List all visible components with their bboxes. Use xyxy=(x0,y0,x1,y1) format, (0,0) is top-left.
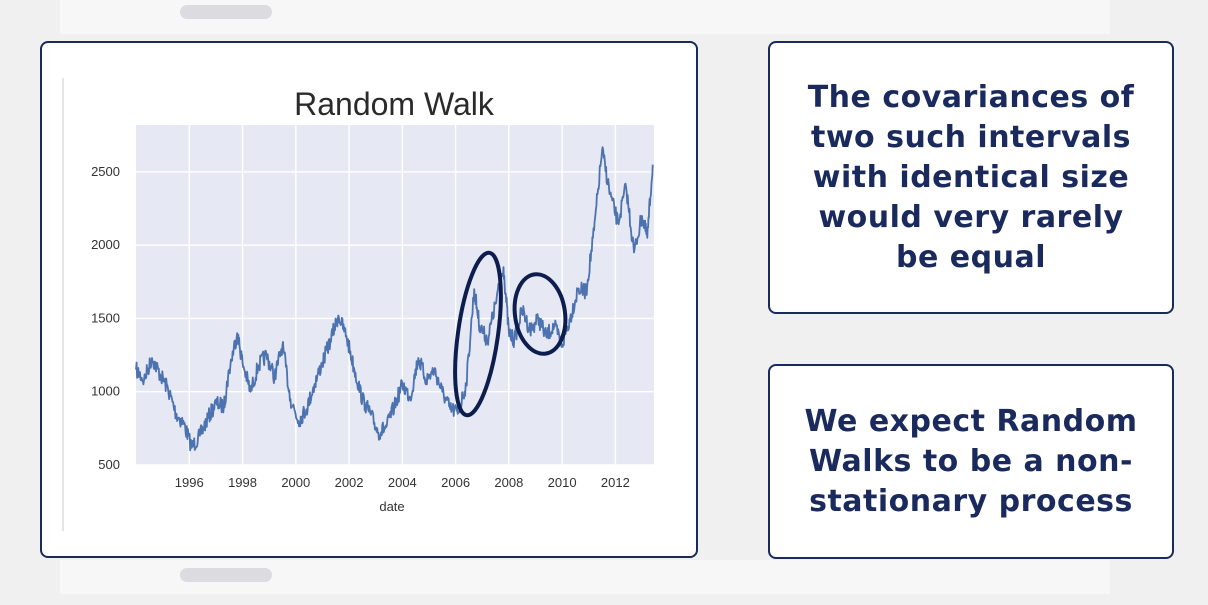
x-tick-label: 2012 xyxy=(601,475,630,490)
highlight-ellipse-2006-2007 xyxy=(453,250,503,418)
x-tick-label: 2010 xyxy=(548,475,577,490)
x-tick-label: 2008 xyxy=(494,475,523,490)
y-tick-label: 2500 xyxy=(91,164,120,179)
covariance-note-card: The covariances of two such intervals wi… xyxy=(768,41,1174,314)
x-tick-label: 2004 xyxy=(388,475,417,490)
y-tick-label: 1500 xyxy=(91,310,120,325)
highlight-ellipse-2008-2010 xyxy=(512,272,568,356)
covariance-note-text: The covariances of two such intervals wi… xyxy=(807,79,1135,275)
grid-lines xyxy=(136,125,654,466)
x-tick-label: 2006 xyxy=(441,475,470,490)
background-blur-top xyxy=(180,5,272,19)
background-blur-bottom xyxy=(180,568,272,582)
x-tick-label: 1996 xyxy=(175,475,204,490)
x-tick-label: 2000 xyxy=(281,475,310,490)
chart-card: Random Walk 500 1000 1500 2000 2500 1996 1998 2… xyxy=(40,41,698,558)
x-tick-label: 1998 xyxy=(228,475,257,490)
tick-labels: 500 1000 1500 2000 2500 1996 1998 2000 2002 2004 2… xyxy=(91,164,630,490)
y-tick-label: 1000 xyxy=(91,384,120,399)
annotations xyxy=(453,250,568,418)
x-tick-label: 2002 xyxy=(335,475,364,490)
nonstationary-note-card: We expect Random Walks to be a non-stati… xyxy=(768,364,1174,559)
nonstationary-note-text: We expect Random Walks to be a non-stati… xyxy=(804,403,1138,519)
chart-title: Random Walk xyxy=(294,86,495,122)
y-tick-label: 2000 xyxy=(91,237,120,252)
x-axis-label: date xyxy=(379,499,404,514)
y-tick-label: 500 xyxy=(98,457,120,472)
random-walk-chart: Random Walk 500 1000 1500 2000 2500 1996 1998 2… xyxy=(62,78,654,531)
series-line xyxy=(135,146,654,452)
